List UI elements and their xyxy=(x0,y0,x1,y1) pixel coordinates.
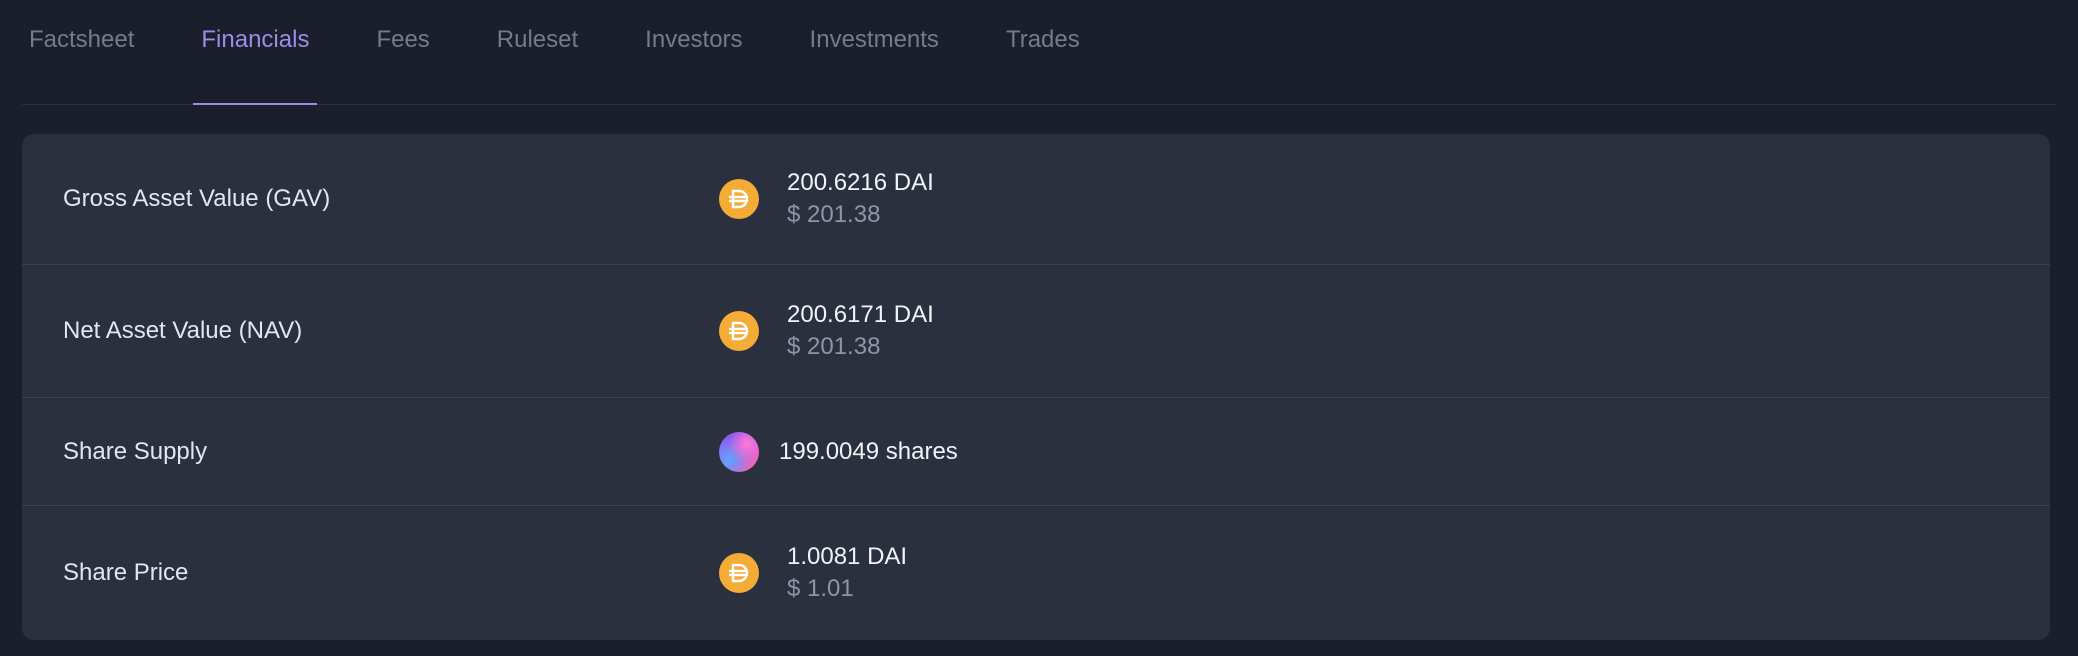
tab-bar: Factsheet Financials Fees Ruleset Invest… xyxy=(22,0,2056,105)
financials-row-share-price: Share Price 1.0081 DAI $ 1.01 xyxy=(22,506,2050,640)
share-price-amount: 1.0081 DAI xyxy=(787,543,908,570)
share-supply-value: 199.0049 shares xyxy=(719,431,958,472)
tab-trades[interactable]: Trades xyxy=(1005,25,1080,53)
share-supply-label: Share Supply xyxy=(63,437,208,465)
gav-amount: 200.6216 DAI xyxy=(787,169,934,196)
tab-investors[interactable]: Investors xyxy=(645,25,743,53)
tab-ruleset[interactable]: Ruleset xyxy=(496,25,579,53)
financials-row-share-supply: Share Supply 199.0049 shares xyxy=(22,398,2050,506)
nav-usd: $ 201.38 xyxy=(787,333,881,360)
tab-factsheet[interactable]: Factsheet xyxy=(29,25,135,53)
share-supply-amount: 199.0049 shares xyxy=(779,437,958,465)
gav-value: 200.6216 DAI $ 201.38 xyxy=(719,167,934,231)
tab-fees[interactable]: Fees xyxy=(376,25,430,53)
tab-investments[interactable]: Investments xyxy=(809,25,939,53)
financials-row-nav: Net Asset Value (NAV) 200.6171 DAI $ 201… xyxy=(22,265,2050,398)
share-token-icon xyxy=(719,431,759,472)
dai-icon xyxy=(719,311,759,351)
share-price-value: 1.0081 DAI $ 1.01 xyxy=(719,541,907,605)
gav-label: Gross Asset Value (GAV) xyxy=(63,185,331,212)
financials-row-gav: Gross Asset Value (GAV) 200.6216 DAI $ 2… xyxy=(22,134,2050,265)
share-price-usd: $ 1.01 xyxy=(787,575,854,602)
dai-icon xyxy=(719,179,759,219)
gav-usd: $ 201.38 xyxy=(787,201,881,228)
nav-amount: 200.6171 DAI xyxy=(787,301,934,328)
financials-card: Gross Asset Value (GAV) 200.6216 DAI $ 2… xyxy=(22,134,2050,640)
dai-icon xyxy=(719,553,759,593)
share-price-label: Share Price xyxy=(63,559,189,586)
nav-label: Net Asset Value (NAV) xyxy=(63,317,303,344)
tab-financials[interactable]: Financials xyxy=(193,0,318,105)
nav-value: 200.6171 DAI $ 201.38 xyxy=(719,299,934,363)
